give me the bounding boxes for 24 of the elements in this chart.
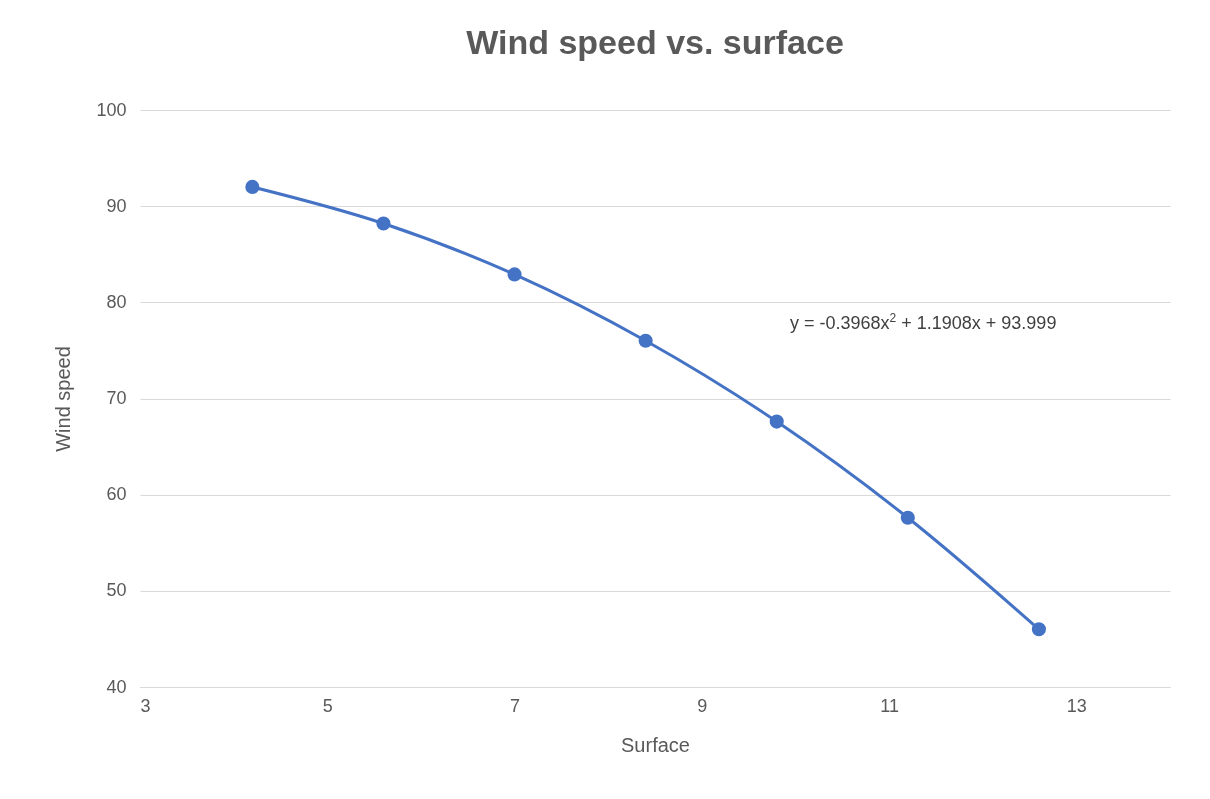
point <box>900 510 915 525</box>
y-tick-label: 90 <box>106 195 127 216</box>
point <box>507 267 522 282</box>
x-axis-title: Surface <box>621 733 690 756</box>
chart-title: Wind speed vs. surface <box>466 23 844 61</box>
x-tick-label: 13 <box>1066 695 1087 716</box>
x-tick-label: 9 <box>697 695 708 716</box>
annotation: y = -0.3968x$^{2}$ + 1.1908x + 93.999 <box>790 311 1057 334</box>
y-tick-label: 40 <box>106 676 127 697</box>
x-tick-label: 11 <box>880 695 899 716</box>
point <box>376 216 391 231</box>
point <box>1031 622 1046 637</box>
y-axis-title: Wind speed <box>52 346 75 452</box>
y-tick-label: 60 <box>106 484 127 505</box>
x-tick-label: 3 <box>140 695 151 716</box>
x-tick-label: 7 <box>510 695 521 716</box>
y-tick-label: 100 <box>96 99 127 120</box>
point <box>769 414 784 429</box>
y-tick-label: 50 <box>106 580 127 601</box>
y-tick-label: 80 <box>106 291 127 312</box>
y-tick-label: 70 <box>106 388 127 408</box>
point <box>638 333 653 348</box>
point <box>245 179 260 194</box>
x-tick-label: 5 <box>322 695 333 716</box>
